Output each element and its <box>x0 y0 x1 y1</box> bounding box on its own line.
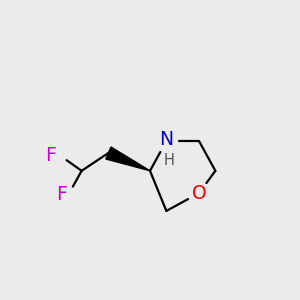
Text: O: O <box>192 184 206 202</box>
Text: N: N <box>159 130 173 149</box>
Polygon shape <box>106 147 150 171</box>
Text: F: F <box>56 185 67 204</box>
Text: H: H <box>164 153 175 168</box>
Text: F: F <box>45 146 56 165</box>
